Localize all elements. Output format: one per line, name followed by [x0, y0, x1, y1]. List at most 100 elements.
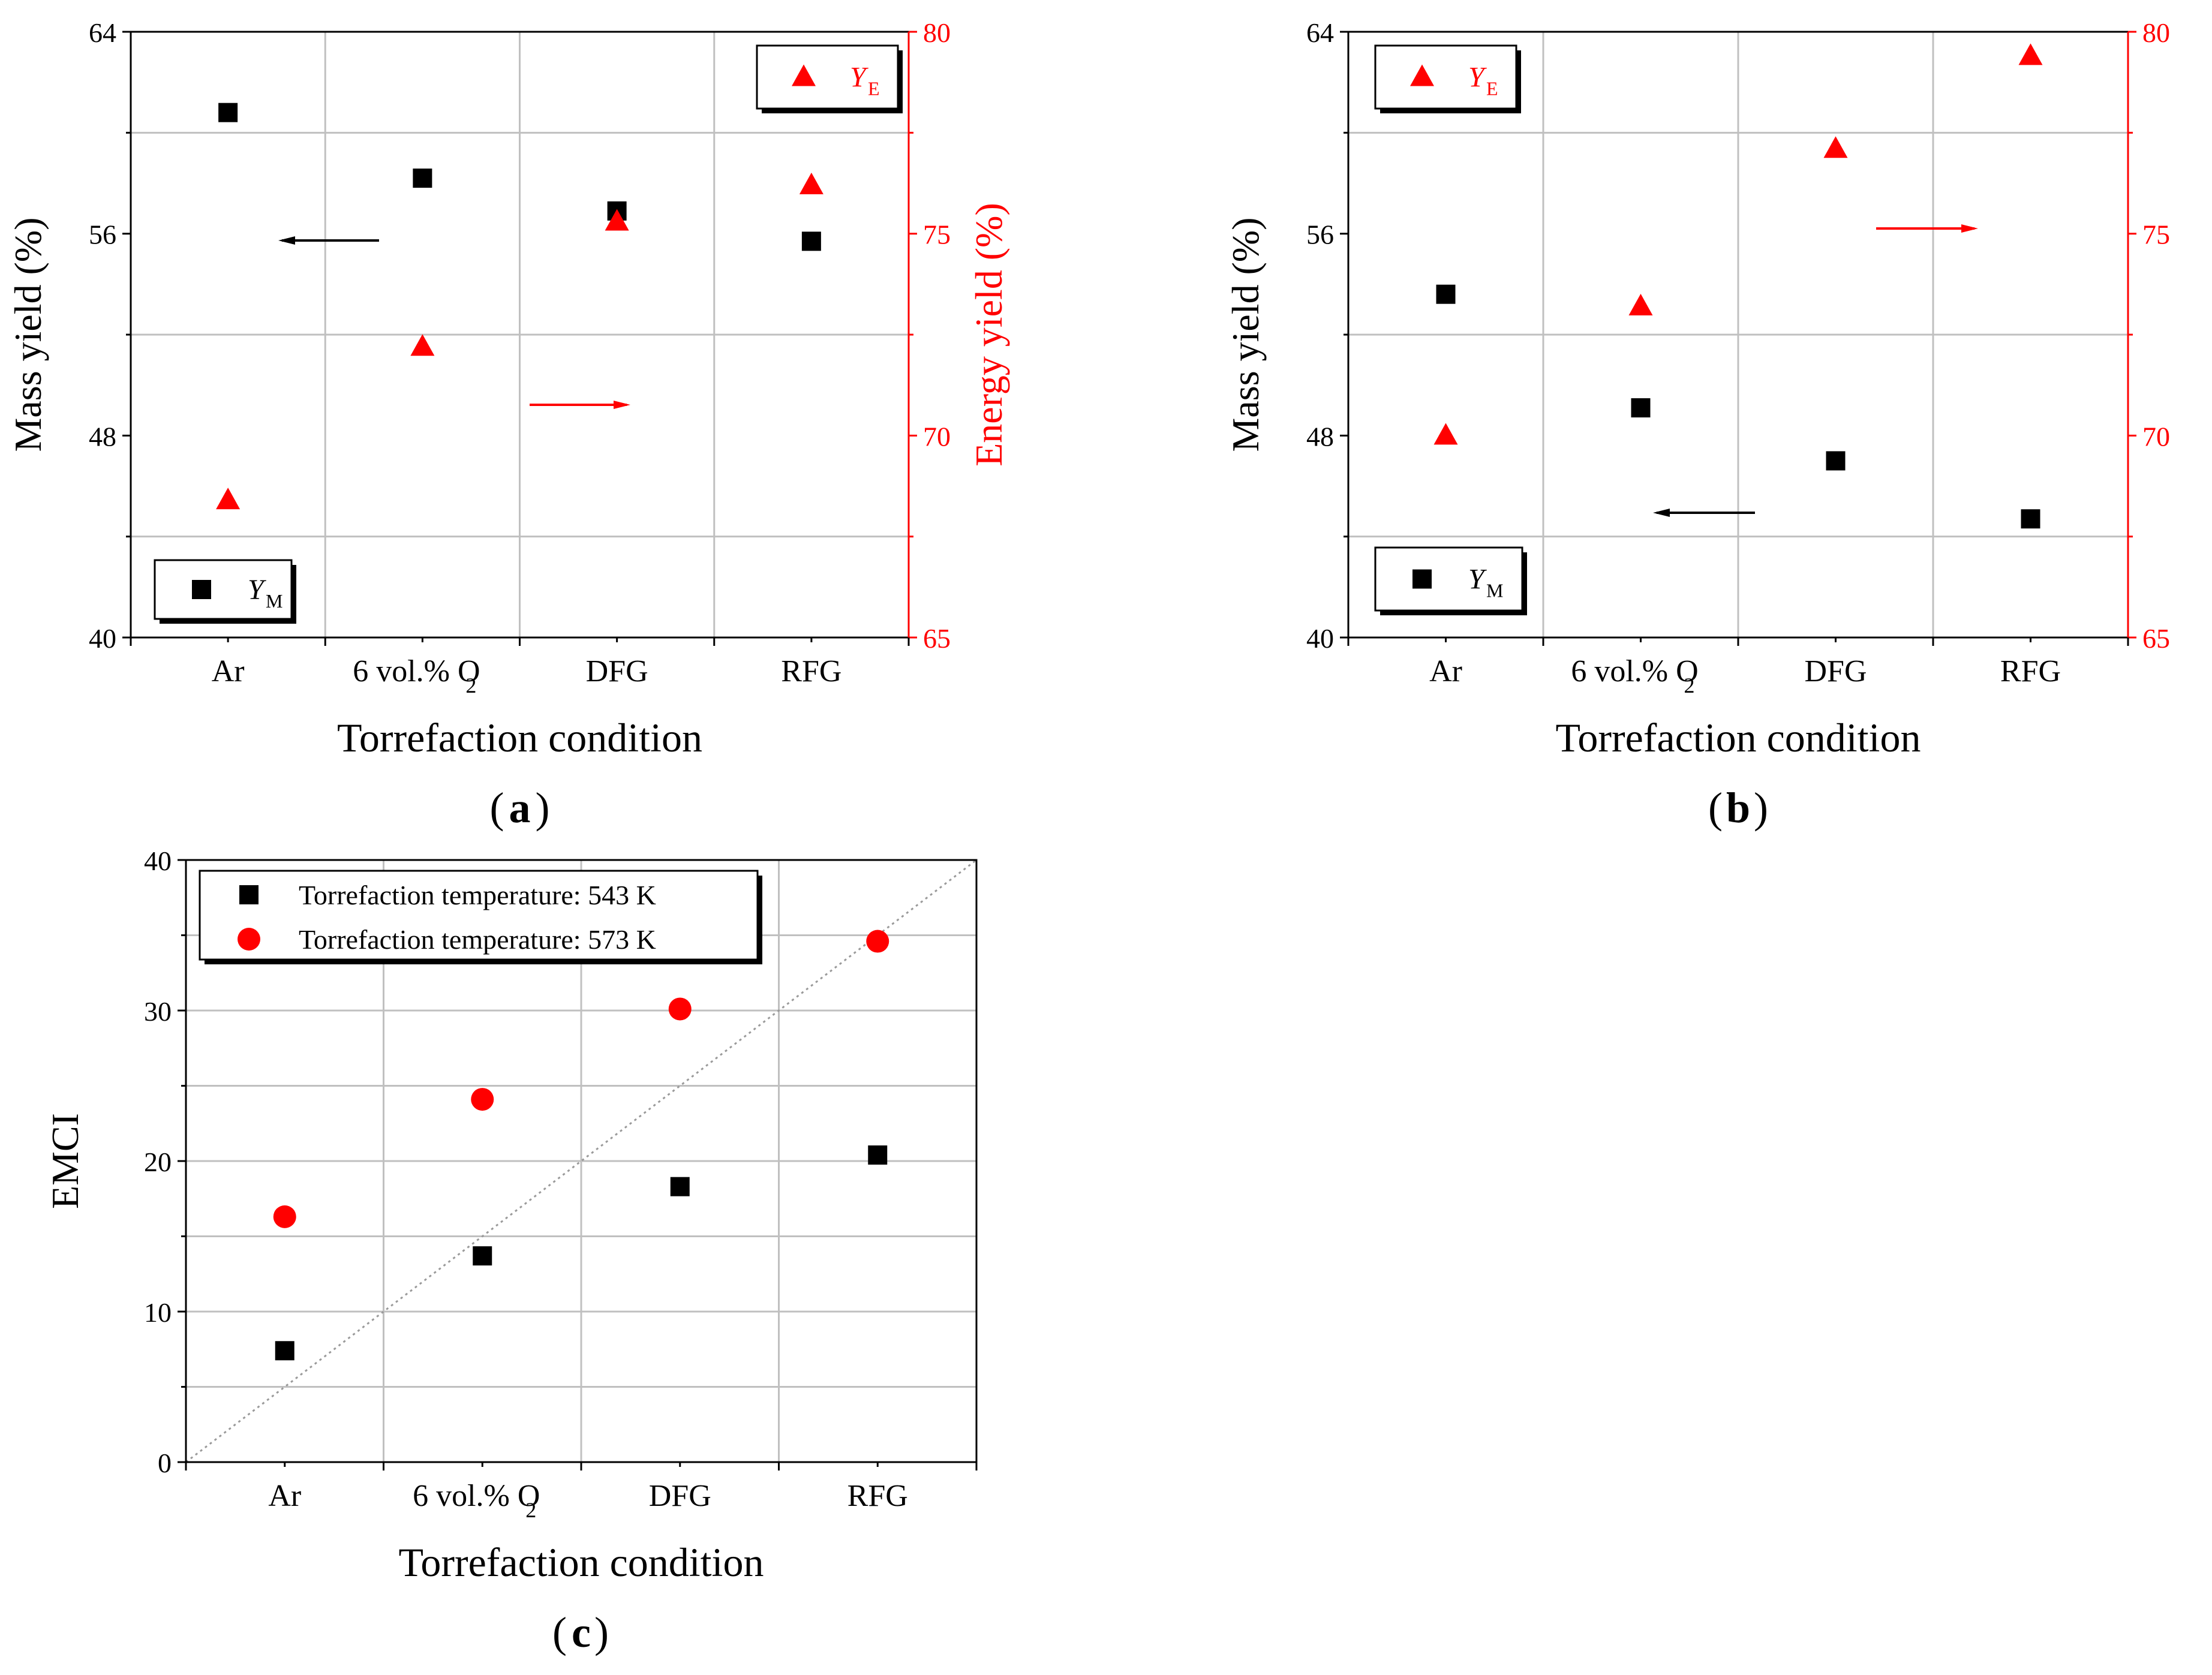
data-point-square	[1826, 451, 1846, 471]
arrow-head	[614, 401, 630, 409]
arrow-mass-yield-axis	[278, 236, 379, 245]
legend-label: Y	[850, 62, 868, 94]
data-point-circle	[668, 997, 692, 1021]
legend-marker	[792, 64, 816, 86]
data-point-circle	[273, 1205, 296, 1228]
y-tick-label-right: 75	[923, 219, 951, 250]
data-point-square	[2021, 509, 2040, 529]
x-tick-label: Ar	[212, 654, 245, 688]
legend-marker	[239, 885, 259, 904]
y-axis-title: EMCI	[44, 1113, 86, 1209]
data-point-square	[473, 1246, 492, 1266]
legend-label: Y	[1468, 62, 1487, 94]
grid	[186, 860, 976, 1462]
y-tick-label-left: 40	[89, 623, 116, 654]
series-Y_E	[1433, 43, 2043, 445]
panel-label-letter: a	[509, 784, 531, 832]
y-tick-label-right: 75	[2142, 219, 2170, 250]
x-tick-label-o2: 6 vol.% O	[413, 1479, 540, 1513]
legend-label-subscript: E	[1486, 78, 1498, 100]
arrow-head	[1653, 509, 1670, 517]
grid	[131, 32, 909, 637]
diagonal-reference-line	[185, 859, 977, 1463]
x-axis-title: Torrefaction condition	[337, 715, 702, 760]
x-axis-title: Torrefaction condition	[1556, 715, 1921, 760]
legend-marker	[238, 928, 260, 951]
data-point-square	[413, 169, 432, 188]
data-point-triangle	[799, 172, 824, 194]
legend-label: Y	[1468, 564, 1487, 596]
chart-panel-a: 40 48 56 64 65 70 75 80 Ar 6 vol.% O2 DFG RFG Mass y…	[7, 17, 1010, 832]
panel-label-open-paren: (	[490, 784, 504, 832]
chart-panel-b: 40 48 56 64 65 70 75 80 Ar 6 vol.% O2 DFG RFG Mass y…	[1224, 17, 2170, 832]
x-tick-label-subscript: 2	[525, 1498, 536, 1522]
series-Y_E	[216, 172, 824, 510]
data-point-triangle	[1433, 423, 1458, 445]
data-point-square	[868, 1145, 888, 1165]
x-tick-label: Ar	[1429, 654, 1462, 688]
legend-label: Torrefaction temperature: 543 K	[299, 880, 656, 910]
panel-label-close-paren: )	[536, 784, 550, 832]
legend-label-subscript: M	[1486, 580, 1503, 602]
legend-label: Torrefaction temperature: 573 K	[299, 924, 656, 955]
series-Y_M	[1436, 284, 2040, 529]
arrow-head	[278, 236, 295, 245]
y-axis-title-right: Energy yield (%)	[967, 203, 1010, 467]
panel-label-close-paren: )	[1754, 784, 1768, 832]
y-axis-title-left: Mass yield (%)	[7, 217, 49, 452]
data-point-square	[1436, 284, 1456, 304]
panel-label: (c)	[552, 1608, 609, 1656]
x-tick-label: DFG	[586, 654, 648, 688]
y-tick-label: 20	[144, 1147, 172, 1177]
y-tick-label-left: 64	[1306, 17, 1334, 48]
panel-label: (a)	[490, 784, 550, 832]
y-tick-label-right: 65	[923, 623, 951, 654]
chart-panel-c: 0 10 20 30 40 Ar 6 vol.% O2 DFG RFG EMCI Torrefact…	[44, 846, 978, 1656]
panel-label-letter: c	[572, 1608, 591, 1656]
legend-label-subscript: M	[266, 590, 282, 612]
legend-box	[154, 559, 293, 620]
data-point-square	[670, 1177, 690, 1196]
series-circle	[273, 930, 889, 1228]
data-point-square	[801, 231, 821, 251]
data-point-triangle	[410, 334, 435, 356]
y-tick-label: 10	[144, 1297, 172, 1328]
arrow-energy-yield-axis	[1876, 224, 1978, 233]
data-point-square	[1631, 398, 1651, 418]
x-tick-label: DFG	[649, 1479, 711, 1513]
data-point-square	[218, 103, 238, 122]
panel-label: (b)	[1708, 784, 1768, 832]
x-tick-label-o2: 6 vol.% O	[1571, 654, 1698, 688]
data-point-triangle	[2018, 43, 2043, 65]
y-tick-label-left: 48	[1306, 421, 1334, 452]
legend: Torrefaction temperature: 543 K Torrefact…	[199, 870, 762, 964]
x-tick-label: DFG	[1804, 654, 1867, 688]
x-axis-title: Torrefaction condition	[399, 1539, 764, 1585]
y-tick-label: 30	[144, 996, 172, 1027]
legend-label: Y	[248, 574, 266, 606]
legend-label-subscript: E	[868, 78, 880, 100]
legend-marker	[1410, 64, 1434, 86]
y-tick-label-left: 56	[89, 219, 116, 250]
x-tick-label: RFG	[2000, 654, 2061, 688]
y-tick-label-right: 65	[2142, 623, 2170, 654]
legend-box	[199, 870, 759, 961]
series-square	[275, 1145, 888, 1361]
panel-label-open-paren: (	[552, 1608, 567, 1656]
x-tick-label-subscript: 2	[1684, 673, 1695, 697]
panel-label-open-paren: (	[1708, 784, 1723, 832]
y-tick-label: 0	[158, 1448, 172, 1478]
data-point-triangle	[605, 209, 629, 231]
panel-label-letter: b	[1726, 784, 1750, 832]
data-point-circle	[866, 930, 889, 953]
y-tick-label-left: 56	[1306, 219, 1334, 250]
y-tick-label-left: 48	[89, 421, 116, 452]
x-tick-label-o2: 6 vol.% O	[353, 654, 480, 688]
panel-label-close-paren: )	[594, 1608, 609, 1656]
x-tick-label-subscript: 2	[465, 673, 476, 697]
